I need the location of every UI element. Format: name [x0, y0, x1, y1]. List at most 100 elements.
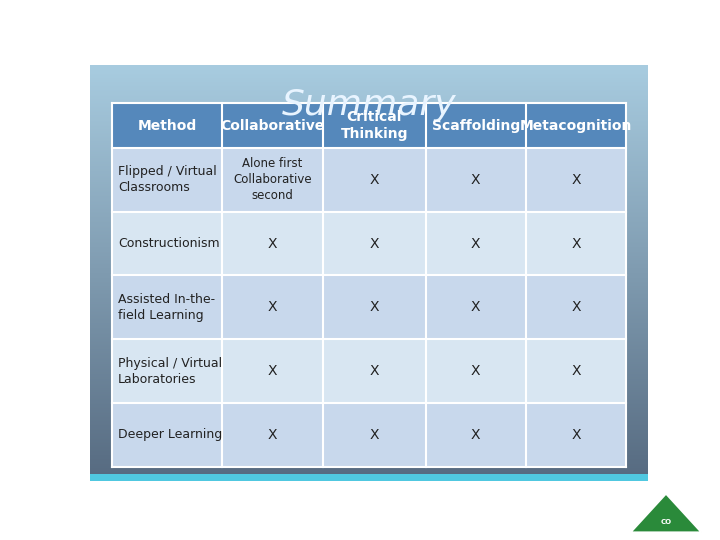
- Bar: [90, 151, 648, 152]
- Bar: [90, 155, 648, 156]
- Bar: [90, 91, 648, 93]
- Bar: [90, 357, 648, 359]
- Bar: [90, 126, 648, 127]
- Polygon shape: [631, 494, 701, 532]
- Bar: [90, 330, 648, 332]
- Bar: [90, 403, 648, 404]
- Bar: [90, 259, 648, 260]
- Bar: [90, 269, 648, 271]
- Bar: [90, 226, 648, 227]
- Bar: [90, 443, 648, 444]
- Bar: [90, 310, 648, 311]
- Bar: [90, 182, 648, 183]
- Bar: [90, 68, 648, 69]
- Bar: [90, 130, 648, 131]
- Bar: [90, 123, 648, 124]
- Bar: [90, 408, 648, 410]
- Bar: [90, 298, 648, 300]
- Bar: [90, 318, 648, 320]
- Bar: [90, 464, 648, 466]
- Bar: [90, 458, 648, 460]
- Bar: [90, 376, 648, 377]
- Bar: [90, 338, 648, 339]
- Bar: [90, 127, 648, 128]
- Bar: [90, 434, 648, 435]
- Bar: [90, 317, 648, 319]
- Bar: [112, 403, 626, 467]
- Bar: [90, 387, 648, 388]
- Bar: [90, 275, 648, 277]
- Bar: [90, 419, 648, 420]
- Bar: [90, 86, 648, 87]
- Bar: [90, 192, 648, 194]
- Bar: [90, 69, 648, 70]
- Bar: [90, 314, 648, 315]
- Bar: [90, 445, 648, 446]
- Bar: [90, 437, 648, 439]
- Bar: [90, 99, 648, 100]
- Bar: [90, 373, 648, 375]
- Bar: [90, 302, 648, 304]
- Bar: [90, 441, 648, 442]
- Bar: [90, 356, 648, 358]
- Text: X: X: [572, 300, 581, 314]
- Bar: [90, 479, 648, 481]
- Bar: [90, 422, 648, 423]
- Bar: [90, 117, 648, 118]
- Bar: [112, 103, 626, 148]
- Bar: [90, 450, 648, 451]
- Bar: [90, 228, 648, 230]
- Bar: [90, 352, 648, 353]
- Bar: [90, 209, 648, 211]
- Bar: [90, 308, 648, 309]
- Bar: [90, 137, 648, 139]
- Bar: [90, 456, 648, 458]
- Bar: [90, 197, 648, 198]
- Bar: [90, 159, 648, 160]
- Bar: [90, 328, 648, 330]
- Bar: [90, 81, 648, 83]
- Bar: [90, 342, 648, 343]
- Bar: [90, 354, 648, 356]
- Bar: [90, 112, 648, 113]
- Bar: [90, 341, 648, 342]
- Bar: [90, 111, 648, 113]
- Bar: [90, 291, 648, 293]
- Bar: [90, 212, 648, 213]
- Bar: [90, 138, 648, 140]
- Text: X: X: [268, 364, 277, 378]
- Bar: [90, 122, 648, 123]
- Bar: [90, 216, 648, 218]
- Bar: [90, 325, 648, 327]
- Bar: [90, 173, 648, 175]
- Bar: [90, 136, 648, 138]
- Bar: [90, 292, 648, 294]
- Bar: [90, 174, 648, 176]
- Bar: [112, 339, 626, 403]
- Bar: [90, 109, 648, 111]
- Bar: [90, 188, 648, 190]
- Bar: [90, 241, 648, 242]
- Bar: [90, 163, 648, 165]
- Bar: [90, 128, 648, 129]
- Bar: [90, 274, 648, 276]
- Bar: [90, 117, 648, 119]
- Text: Flipped / Virtual
Classrooms: Flipped / Virtual Classrooms: [118, 165, 217, 194]
- Bar: [90, 278, 648, 279]
- Bar: [90, 429, 648, 431]
- Bar: [90, 152, 648, 153]
- Bar: [90, 408, 648, 409]
- Bar: [90, 103, 648, 104]
- Bar: [90, 343, 648, 345]
- Bar: [90, 108, 648, 110]
- Text: X: X: [471, 428, 480, 442]
- Bar: [90, 435, 648, 436]
- Bar: [90, 145, 648, 147]
- Bar: [90, 102, 648, 103]
- Bar: [112, 275, 626, 339]
- Bar: [90, 80, 648, 82]
- Bar: [90, 246, 648, 248]
- Bar: [90, 207, 648, 208]
- Bar: [90, 74, 648, 75]
- Bar: [90, 162, 648, 164]
